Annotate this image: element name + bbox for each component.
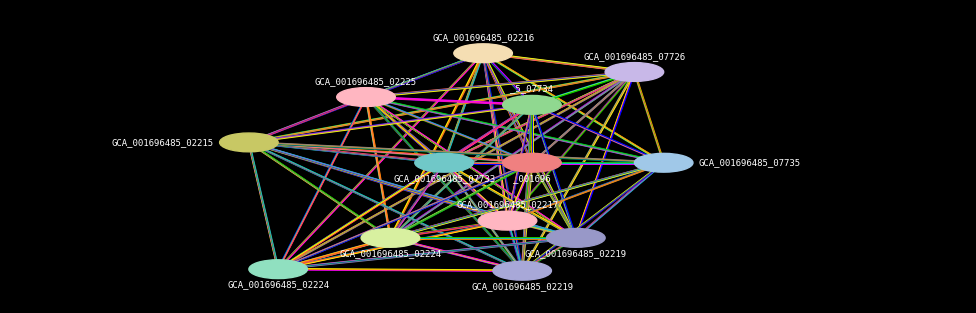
Text: GCA_001696485_02217: GCA_001696485_02217 <box>457 200 558 209</box>
Circle shape <box>478 211 537 230</box>
Circle shape <box>503 95 561 114</box>
Text: GCA_001696485_02224: GCA_001696485_02224 <box>227 280 329 290</box>
Circle shape <box>547 228 605 247</box>
Text: _001696: _001696 <box>513 174 550 183</box>
Circle shape <box>605 63 664 81</box>
Circle shape <box>361 228 420 247</box>
Circle shape <box>249 260 307 279</box>
Text: GCA_001696485_07735: GCA_001696485_07735 <box>699 158 801 167</box>
Circle shape <box>634 153 693 172</box>
Text: GCA_001696485_02216: GCA_001696485_02216 <box>432 33 534 42</box>
Text: GCA_001696485_07726: GCA_001696485_07726 <box>584 52 685 61</box>
Circle shape <box>454 44 512 63</box>
Text: GCA_001696485_02225: GCA_001696485_02225 <box>315 77 417 86</box>
Text: GCA_001696485_02215: GCA_001696485_02215 <box>111 138 214 147</box>
Text: _5_07734: _5_07734 <box>510 85 553 94</box>
Text: GCA_001696485_02224: GCA_001696485_02224 <box>340 249 441 258</box>
Text: GCA_001696485_02219: GCA_001696485_02219 <box>471 282 573 291</box>
Circle shape <box>220 133 278 152</box>
Circle shape <box>493 261 551 280</box>
Text: GCA_001696485_02219: GCA_001696485_02219 <box>525 249 627 258</box>
Text: GCA_001696485_07733: GCA_001696485_07733 <box>393 174 495 183</box>
Circle shape <box>337 88 395 106</box>
Circle shape <box>415 153 473 172</box>
Circle shape <box>503 153 561 172</box>
